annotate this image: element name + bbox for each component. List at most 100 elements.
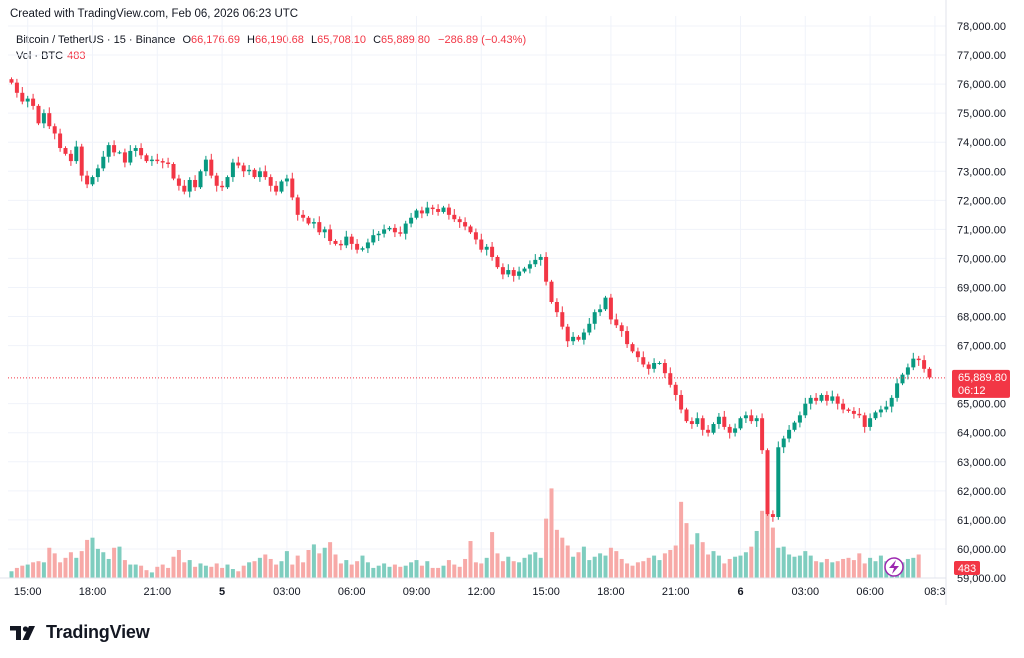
candle-body	[846, 409, 851, 411]
volume-bar	[533, 552, 538, 578]
candle-body	[463, 222, 468, 227]
high-label: H	[247, 34, 255, 46]
candle-body	[695, 418, 700, 425]
candle-body	[824, 394, 829, 401]
candle-body	[738, 418, 743, 429]
candle-body	[117, 152, 122, 154]
candle-body	[554, 302, 559, 313]
volume-bar	[851, 560, 856, 578]
candle-body	[549, 281, 554, 302]
candle-body	[608, 297, 613, 320]
symbol-name[interactable]: Bitcoin / TetherUS · 15 · Binance	[16, 34, 176, 46]
candle-body	[274, 185, 279, 192]
candle-body	[641, 357, 646, 365]
volume-bar	[684, 523, 689, 578]
y-tick-label: 72,000.00	[957, 195, 1006, 207]
candle-body	[490, 246, 495, 257]
candle-body	[295, 197, 300, 215]
volume-bar	[79, 551, 84, 578]
volume-bar	[468, 541, 473, 578]
volume-bar	[484, 557, 489, 578]
volume-bar	[419, 565, 424, 578]
volume-bar	[911, 557, 916, 578]
candle-body	[819, 394, 824, 401]
volume-bar	[495, 553, 500, 578]
candle-body	[506, 270, 511, 275]
candle-body	[41, 113, 46, 124]
volume-bar	[290, 564, 295, 578]
volume-bar	[268, 558, 273, 578]
volume-bar	[149, 572, 154, 578]
volume-bar	[463, 558, 468, 578]
volume-bar	[452, 564, 457, 578]
volume-bar	[430, 567, 435, 578]
volume-bar	[603, 555, 608, 578]
volume-bar	[819, 562, 824, 578]
volume-bar	[122, 560, 127, 578]
volume-bar	[306, 550, 311, 578]
volume-bar	[554, 529, 559, 578]
candle-body	[895, 383, 900, 398]
candle-body	[716, 416, 721, 425]
candle-body	[560, 312, 565, 327]
candle-body	[371, 235, 376, 243]
candle-body	[214, 175, 219, 186]
candle-body	[511, 270, 516, 276]
candle-body	[706, 429, 711, 433]
candle-body	[684, 409, 689, 422]
volume-bar	[446, 560, 451, 578]
candle-body	[176, 178, 181, 186]
candle-body	[905, 367, 910, 375]
candle-body	[79, 146, 84, 176]
volume-bar	[328, 542, 333, 578]
volume-bar	[916, 554, 921, 578]
candle-body	[133, 148, 138, 151]
candle-body	[468, 226, 473, 233]
volume-bar	[257, 557, 262, 578]
volume-bar	[581, 546, 586, 578]
x-tick-label: 15:00	[14, 586, 42, 598]
volume-bar	[52, 553, 57, 578]
volume-bar	[760, 510, 765, 578]
volume-bar	[857, 553, 862, 578]
candle-body	[290, 178, 295, 198]
candle-body	[414, 210, 419, 218]
y-tick-label: 71,000.00	[957, 224, 1006, 236]
candle-body	[889, 397, 894, 407]
candle-body	[365, 242, 370, 249]
x-tick-label: 08:3	[924, 586, 945, 598]
candle-body	[171, 164, 176, 179]
x-tick-label: 12:00	[468, 586, 496, 598]
volume-bar	[776, 547, 781, 578]
candle-body	[484, 246, 489, 250]
lightning-icon[interactable]	[884, 557, 904, 577]
candle-body	[31, 98, 36, 106]
candle-body	[884, 406, 889, 410]
volume-bar	[808, 555, 813, 578]
candle-body	[425, 207, 430, 214]
candle-body	[398, 232, 403, 234]
candle-body	[85, 175, 90, 185]
volume-bar	[457, 566, 462, 578]
volume-bar	[317, 553, 322, 578]
volume-bar	[841, 558, 846, 578]
candle-body	[500, 267, 505, 275]
volume-bar	[689, 544, 694, 578]
candle-body	[338, 243, 343, 246]
y-tick-label: 62,000.00	[957, 486, 1006, 498]
candle-body	[571, 336, 576, 342]
candle-body	[743, 415, 748, 419]
candle-body	[760, 418, 765, 451]
candle-body	[387, 227, 392, 230]
volume-bar	[58, 562, 63, 578]
candle-body	[479, 239, 484, 250]
volume-tag	[954, 561, 980, 575]
y-tick-label: 63,000.00	[957, 457, 1006, 469]
volume-bar	[754, 530, 759, 578]
price-chart[interactable]: 78,000.00 77,000.00 76,000.00 75,000.00 74,0…	[0, 0, 1024, 610]
volume-bar	[47, 547, 52, 578]
volume-bar	[198, 563, 203, 578]
candle-body	[149, 159, 154, 162]
candle-body	[522, 268, 527, 272]
candle-body	[90, 177, 95, 185]
